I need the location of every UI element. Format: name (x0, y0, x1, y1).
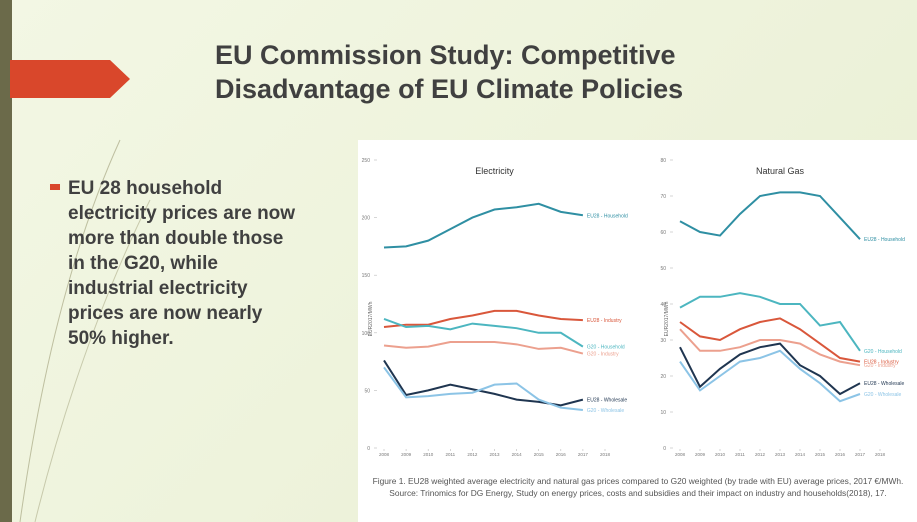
x-tick-label: 2014 (512, 452, 523, 457)
charts: ElectricityEUR2017/MWh050100150200250200… (0, 0, 917, 522)
x-tick-label: 2017 (855, 452, 866, 457)
y-tick-label: 30 (660, 338, 666, 344)
chart-title: Natural Gas (756, 166, 805, 176)
y-tick-label: 40 (660, 302, 666, 308)
x-tick-label: 2011 (735, 452, 745, 457)
x-tick-label: 2015 (815, 452, 826, 457)
line (680, 192, 860, 239)
line (680, 293, 860, 351)
series-label: EU28 - Household (864, 237, 905, 243)
figure-caption: Figure 1. EU28 weighted average electric… (362, 475, 914, 499)
y-tick-label: 60 (660, 230, 666, 236)
line (384, 342, 583, 354)
y-tick-label: 0 (367, 446, 370, 452)
series-label: EU28 - Household (587, 213, 628, 219)
slide: EU Commission Study: Competitive Disadva… (0, 0, 917, 522)
x-tick-label: 2009 (695, 452, 706, 457)
y-tick-label: 250 (362, 158, 371, 164)
y-tick-label: 150 (362, 273, 371, 279)
y-tick-label: 0 (663, 446, 666, 452)
series-label: G20 - Household (864, 349, 902, 355)
series-label: G20 - Wholesale (864, 392, 901, 398)
y-tick-label: 20 (660, 374, 666, 380)
series-label: G20 - Household (587, 345, 625, 351)
y-tick-label: 200 (362, 216, 371, 222)
x-tick-label: 2009 (401, 452, 412, 457)
x-tick-label: 2014 (795, 452, 806, 457)
x-tick-label: 2012 (755, 452, 766, 457)
y-tick-label: 50 (364, 388, 370, 394)
series-label: EU28 - Wholesale (587, 398, 628, 404)
line (384, 204, 583, 248)
x-tick-label: 2016 (835, 452, 846, 457)
y-tick-label: 80 (660, 158, 666, 164)
x-tick-label: 2013 (775, 452, 786, 457)
x-tick-label: 2010 (423, 452, 434, 457)
x-tick-label: 2018 (875, 452, 886, 457)
series-label: EU28 - Industry (587, 318, 622, 324)
x-tick-label: 2010 (715, 452, 726, 457)
x-tick-label: 2012 (467, 452, 478, 457)
y-tick-label: 70 (660, 194, 666, 200)
x-tick-label: 2008 (379, 452, 390, 457)
series-label: G20 - Wholesale (587, 408, 624, 414)
x-tick-label: 2015 (534, 452, 545, 457)
series-label: G20 - Industry (864, 363, 896, 369)
line (680, 329, 860, 365)
x-tick-label: 2018 (600, 452, 611, 457)
series-label: EU28 - Wholesale (864, 381, 905, 387)
x-tick-label: 2017 (578, 452, 589, 457)
series-label: G20 - Industry (587, 352, 619, 358)
x-tick-label: 2013 (489, 452, 500, 457)
y-tick-label: 50 (660, 266, 666, 272)
x-tick-label: 2008 (675, 452, 686, 457)
chart-title: Electricity (475, 166, 514, 176)
y-tick-label: 10 (660, 410, 666, 416)
y-tick-label: 100 (362, 331, 371, 337)
x-tick-label: 2011 (445, 452, 455, 457)
x-tick-label: 2016 (556, 452, 567, 457)
line (384, 360, 583, 405)
